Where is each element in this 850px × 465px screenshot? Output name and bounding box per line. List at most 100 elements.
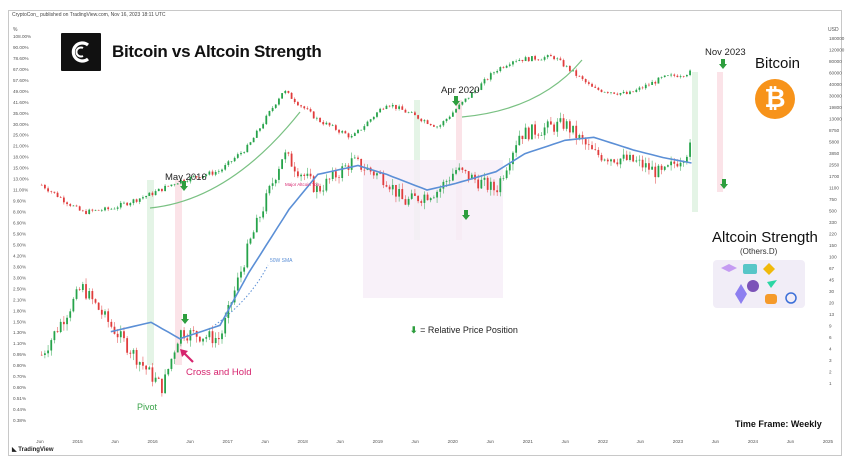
btc-candle	[107, 207, 110, 210]
green-band-2016	[147, 180, 154, 365]
btc-candle	[499, 67, 502, 72]
btc-candle	[534, 56, 536, 60]
alt-candle	[265, 193, 268, 212]
btc-candle	[110, 208, 113, 210]
pink-band-2023	[717, 72, 723, 192]
x-tick-label: 2021	[523, 439, 534, 444]
btc-candle	[167, 185, 170, 187]
left-tick-label: 5.00%	[13, 242, 26, 247]
right-tick-label: 1700	[829, 174, 840, 179]
alt-candle	[505, 170, 508, 179]
btc-candle	[233, 157, 236, 162]
alt-candle	[388, 186, 391, 190]
btc-candle	[113, 208, 116, 210]
btc-candle	[470, 92, 473, 98]
alt-candle	[372, 171, 375, 176]
btc-candle	[667, 75, 669, 77]
alt-candle	[353, 157, 356, 159]
right-tick-label: 20	[829, 301, 835, 306]
right-tick-label: 120000	[829, 48, 845, 53]
x-tick-label: 2020	[448, 439, 459, 444]
alt-candle	[540, 135, 543, 136]
btc-candle	[600, 89, 603, 92]
btc-candle	[660, 77, 663, 78]
alt-candle	[363, 169, 366, 171]
btc-candle	[306, 108, 309, 110]
btc-candle	[50, 191, 53, 192]
btc-candle	[578, 75, 581, 77]
left-tick-label: 3.00%	[13, 275, 26, 280]
btc-candle	[290, 92, 293, 99]
alt-candle	[404, 199, 407, 205]
btc-candle	[651, 81, 654, 85]
x-tick-label: Jun	[487, 439, 495, 444]
btc-candle	[312, 111, 315, 119]
alt-candle	[85, 284, 87, 299]
right-tick-label: 13000	[829, 117, 842, 122]
btc-candle	[679, 76, 682, 78]
left-tick-label: 4.20%	[13, 253, 26, 258]
btc-candle	[464, 98, 467, 102]
btc-candle	[297, 102, 299, 106]
btc-candle	[208, 171, 211, 175]
alt-candle	[499, 178, 502, 193]
right-tick-label: 1100	[829, 186, 839, 191]
btc-candle	[591, 83, 593, 87]
btc-candle	[119, 202, 122, 208]
alt-candle	[126, 338, 129, 353]
alt-candle	[464, 169, 467, 172]
btc-candle	[483, 79, 486, 84]
alt-candle	[651, 166, 654, 170]
right-tick-label: 220	[829, 232, 837, 237]
btc-candle	[625, 91, 628, 95]
btc-candle	[686, 75, 688, 77]
left-tick-label: 0.60%	[13, 385, 26, 390]
btc-candle	[489, 73, 492, 80]
left-tick-label: 108.00%	[13, 34, 31, 39]
alt-candle	[297, 171, 299, 177]
right-tick-label: 6	[829, 335, 832, 340]
alt-candle	[625, 154, 628, 160]
alt-candle	[312, 176, 315, 193]
btc-candle	[353, 133, 356, 136]
alt-candle	[214, 337, 217, 344]
right-tick-label: 9	[829, 324, 832, 329]
btc-candle	[632, 91, 635, 93]
btc-candle	[372, 116, 375, 120]
alt-candle	[202, 338, 204, 342]
annotation-apr2020: Apr 2020	[441, 85, 480, 96]
alt-candle	[170, 358, 173, 369]
left-tick-label: 49.00%	[13, 89, 29, 94]
right-tick-label: 40000	[829, 82, 842, 87]
alt-candle	[587, 144, 590, 146]
alt-candle	[224, 317, 227, 334]
right-tick-label: 19800	[829, 105, 842, 110]
btc-candle	[455, 109, 457, 113]
alt-candle	[442, 181, 445, 189]
right-tick-label: 3	[829, 358, 832, 363]
alt-candle	[262, 211, 265, 218]
btc-candle	[540, 59, 543, 61]
btc-candle	[230, 161, 233, 162]
alt-candle	[53, 331, 56, 341]
alt-candle	[648, 163, 650, 170]
alt-candle	[512, 152, 514, 165]
btc-candle	[606, 91, 609, 93]
alt-candle	[81, 284, 84, 290]
alt-candle	[676, 163, 679, 167]
x-tick-label: 2019	[373, 439, 384, 444]
btc-candle	[88, 209, 91, 214]
legend: ⬇ = Relative Price Position	[410, 325, 518, 336]
btc-candle	[217, 171, 220, 173]
btc-candle	[480, 83, 483, 90]
btc-candle	[512, 61, 514, 65]
alt-candle	[572, 125, 574, 133]
btc-candle	[243, 152, 246, 153]
btc-candle	[170, 184, 173, 187]
alt-candle	[107, 311, 110, 322]
right-tick-label: 4	[829, 347, 832, 352]
annotation-may2016: May 2016	[165, 172, 207, 183]
btc-candle	[439, 125, 442, 127]
alt-candle	[173, 352, 176, 359]
x-tick-label: 2024	[748, 439, 759, 444]
